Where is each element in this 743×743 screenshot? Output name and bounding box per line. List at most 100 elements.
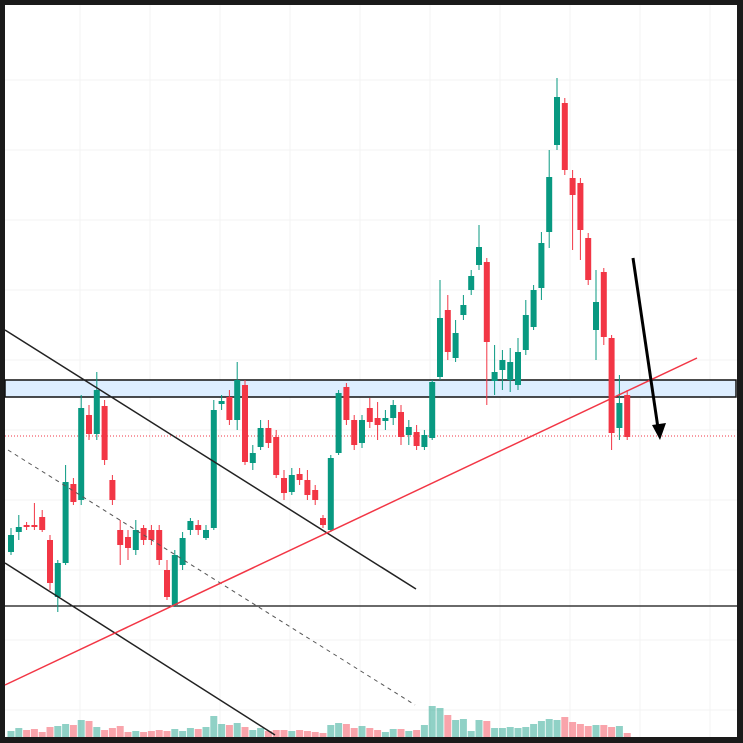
candle-body [273,437,280,475]
volume-bar [459,719,467,737]
volume-bar [93,727,101,737]
volume-bar [608,727,616,737]
resistance-zone [4,379,737,398]
candle-body [491,372,498,381]
volume-bar [303,731,311,737]
candle-body [203,530,209,538]
volume-bar [366,728,374,737]
channel-line-lower [4,562,276,736]
volume-bar [108,728,116,737]
volume-bar [241,727,249,737]
volume-bar [436,708,444,737]
volume-bar [514,728,522,737]
candle-body [62,482,69,563]
candle-body [195,525,202,530]
volume-bar [452,720,460,737]
plot-background [5,5,737,737]
candle-layer [8,78,631,612]
candle-body [390,405,397,418]
candle-body [242,385,248,462]
candle-body [608,338,615,433]
volume-bar [30,729,38,737]
candle-body [218,401,225,404]
volume-bar [397,729,405,737]
volume-bar [116,726,124,737]
candle-body [210,410,217,528]
candle-body [101,406,108,460]
candle-body [312,490,319,500]
volume-bar [85,721,93,737]
candle-body [187,521,194,530]
volume-bar [179,731,187,737]
candle-body [320,518,326,525]
candle-body [23,525,30,527]
volume-bar [498,728,506,737]
candle-body [483,262,490,342]
volume-bar [405,731,413,737]
candle-body [86,415,92,434]
volume-bar [7,731,15,737]
volume-bar [545,719,553,737]
candle-body [476,247,482,265]
volume-bar [491,728,499,737]
volume-bar [288,731,296,737]
volume-bar [147,731,155,737]
candle-body [39,517,46,530]
candle-body [538,243,545,288]
volume-bar [233,723,241,737]
candle-body [164,570,170,597]
candle-body [327,458,334,530]
volume-bar [444,715,452,737]
candle-body [351,420,358,445]
volume-bar [218,724,226,737]
candle-body [109,480,116,500]
candle-body [398,412,404,437]
volume-bar [69,725,77,737]
background-grid [5,5,737,737]
candle-body [226,397,233,420]
candle-body [530,290,537,327]
candle-body [374,418,381,425]
volume-bar [615,726,623,737]
candle-body [382,418,389,421]
candle-body [304,480,311,495]
candle-body [93,390,100,434]
candle-body [31,525,38,527]
volume-bar [77,720,85,737]
candle-body [585,238,592,280]
volume-bar [553,720,561,737]
candle-body [624,395,631,437]
candle-body [616,403,623,428]
volume-bar [155,730,163,737]
candle-body [561,103,568,170]
candle-body [569,178,576,195]
candle-body [234,380,241,420]
volume-bar [530,724,538,737]
volume-bar [420,725,428,737]
volume-bar [296,730,304,737]
volume-bar [506,727,514,737]
volume-bar [592,725,600,737]
candle-body [577,183,584,230]
volume-bar [225,725,233,737]
candle-body [515,352,521,385]
volume-bar [483,721,491,737]
candle-body [468,276,475,290]
volume-bar [171,729,179,737]
volume-bar [101,730,109,737]
candle-body [281,478,287,493]
volume-bar [381,732,389,737]
candle-body [296,474,303,480]
volume-bar [335,723,343,737]
volume-bar [210,716,218,737]
candle-body [413,432,420,446]
volume-bar [249,730,257,737]
volume-bar [132,731,140,737]
candle-body [600,272,607,337]
candle-body [78,408,85,500]
volume-bar [62,724,70,737]
volume-bar [537,721,545,737]
volume-bar [358,726,366,737]
candle-body [288,475,295,492]
